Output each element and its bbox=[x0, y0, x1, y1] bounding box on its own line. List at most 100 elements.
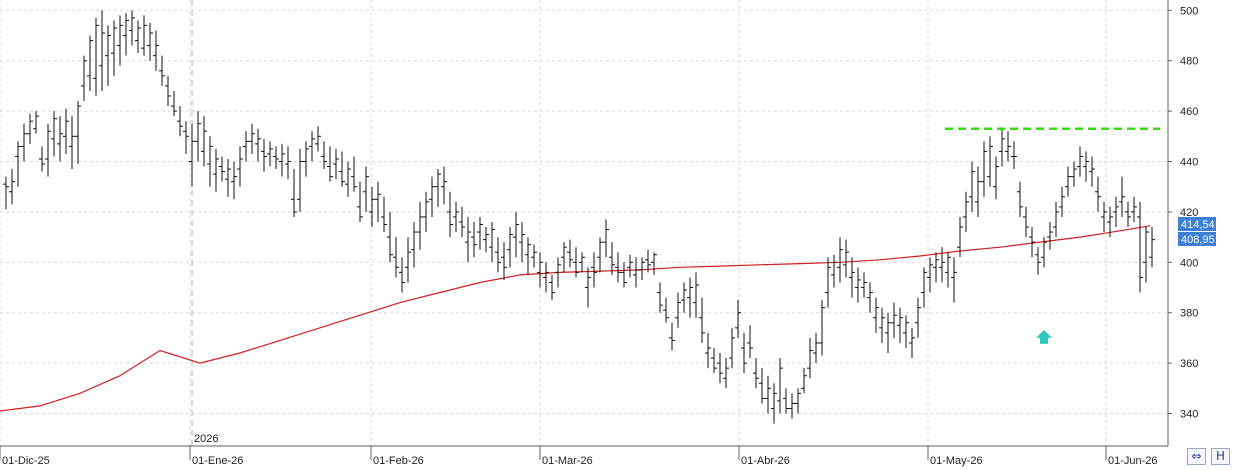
y-tick-label: 460 bbox=[1180, 106, 1198, 118]
ohlc-bar bbox=[783, 388, 789, 414]
moving-average-line bbox=[0, 225, 1151, 412]
ohlc-bar bbox=[1041, 237, 1047, 268]
ohlc-bar bbox=[87, 35, 93, 91]
ohlc-bar bbox=[717, 353, 723, 384]
ohlc-bar bbox=[429, 176, 435, 217]
ohlc-bar bbox=[93, 17, 99, 96]
ohlc-bar bbox=[561, 242, 567, 273]
ohlc-bar bbox=[69, 116, 75, 170]
ohlc-bar bbox=[1053, 201, 1059, 238]
ohlc-bar bbox=[765, 375, 771, 414]
ohlc-bar bbox=[753, 358, 759, 389]
ohlc-bars bbox=[3, 10, 1155, 424]
ohlc-bar bbox=[363, 166, 369, 212]
ohlc-bar bbox=[1131, 196, 1137, 222]
ohlc-bar bbox=[921, 267, 927, 308]
x-tick-label: 01-Ene-26 bbox=[192, 455, 243, 467]
ohlc-bar bbox=[231, 161, 237, 200]
ohlc-bar bbox=[297, 148, 303, 212]
ohlc-bar bbox=[945, 252, 951, 288]
ohlc-bar bbox=[1149, 227, 1155, 268]
y-tick-label: 420 bbox=[1180, 207, 1198, 219]
ohlc-bar bbox=[15, 141, 21, 187]
ohlc-bar bbox=[897, 307, 903, 343]
ohlc-bar bbox=[267, 141, 273, 167]
ohlc-bar bbox=[135, 20, 141, 54]
ohlc-bar bbox=[183, 121, 189, 154]
ohlc-bar bbox=[225, 158, 231, 197]
ohlc-bar bbox=[117, 15, 123, 66]
ohlc-bar bbox=[195, 111, 201, 162]
ohlc-bar bbox=[357, 181, 363, 222]
ohlc-bar bbox=[789, 393, 795, 419]
ohlc-bar bbox=[141, 15, 147, 56]
x-tick-label: 01-Abr-26 bbox=[741, 455, 790, 467]
reset-view-button[interactable]: H bbox=[1211, 448, 1230, 465]
y-tick-label: 480 bbox=[1180, 56, 1198, 68]
ohlc-bar bbox=[813, 332, 819, 364]
ohlc-bar bbox=[51, 111, 57, 157]
ohlc-bar bbox=[951, 257, 957, 303]
ohlc-bar bbox=[1005, 131, 1011, 162]
y-tick-label: 340 bbox=[1180, 409, 1198, 421]
ohlc-bar bbox=[489, 221, 495, 263]
ohlc-bar bbox=[3, 176, 9, 210]
ohlc-bar bbox=[111, 20, 117, 76]
ohlc-bar bbox=[303, 141, 309, 177]
ohlc-bar bbox=[1095, 176, 1101, 212]
ohlc-bar bbox=[1083, 151, 1089, 182]
ohlc-bar bbox=[213, 148, 219, 192]
ohlc-bar bbox=[603, 219, 609, 258]
ohlc-bar bbox=[879, 307, 885, 343]
ohlc-bar bbox=[855, 267, 861, 303]
ohlc-bar bbox=[819, 300, 825, 356]
fit-width-button[interactable]: ⇔ bbox=[1187, 448, 1206, 465]
ohlc-bar bbox=[495, 237, 501, 273]
ohlc-bar bbox=[849, 257, 855, 298]
ohlc-bar bbox=[651, 252, 657, 275]
x-tick-label: 01-Feb-26 bbox=[373, 455, 424, 467]
ma-value-label-text: 414,54 bbox=[1181, 219, 1215, 231]
ohlc-bar bbox=[759, 368, 765, 404]
ohlc-bar bbox=[1125, 201, 1131, 228]
ohlc-bar bbox=[291, 169, 297, 217]
x-tick-label: 01-Jun-26 bbox=[1108, 455, 1158, 467]
ohlc-bar bbox=[633, 257, 639, 288]
ohlc-bar bbox=[21, 123, 27, 162]
ohlc-bar bbox=[657, 282, 663, 313]
grid-lines bbox=[0, 0, 1168, 446]
ohlc-bar bbox=[837, 237, 843, 283]
ohlc-bar bbox=[963, 191, 969, 233]
ohlc-bar bbox=[243, 131, 249, 162]
moving-average-layer bbox=[0, 225, 1151, 412]
ohlc-bar bbox=[711, 347, 717, 374]
ohlc-bar bbox=[1113, 196, 1119, 228]
ohlc-bar bbox=[609, 242, 615, 275]
ohlc-bar bbox=[255, 128, 261, 162]
ohlc-bar bbox=[45, 123, 51, 177]
ohlc-bar bbox=[831, 254, 837, 288]
ohlc-bar bbox=[939, 247, 945, 283]
ohlc-bar bbox=[615, 252, 621, 283]
ohlc-bar bbox=[1065, 166, 1071, 197]
ohlc-bar bbox=[1107, 206, 1113, 238]
y-axis: 340 360 380 400 420 440 460 480 500 bbox=[1168, 5, 1198, 421]
ohlc-bar bbox=[543, 262, 549, 293]
ohlc-bar bbox=[207, 136, 213, 187]
last-price-label-text: 408,95 bbox=[1181, 234, 1215, 246]
ohlc-bar bbox=[747, 325, 753, 359]
ohlc-bar bbox=[237, 146, 243, 187]
ohlc-bar bbox=[75, 101, 81, 165]
ohlc-bar bbox=[1047, 221, 1053, 250]
ohlc-bar bbox=[453, 201, 459, 233]
ohlc-bar bbox=[915, 297, 921, 338]
ohlc-bar bbox=[201, 116, 207, 167]
ohlc-bar bbox=[1143, 227, 1149, 283]
ohlc-bar bbox=[957, 216, 963, 258]
ohlc-bar bbox=[843, 239, 849, 278]
ohlc-bar bbox=[891, 302, 897, 338]
ohlc-bar bbox=[867, 282, 873, 313]
ohlc-bar bbox=[483, 227, 489, 253]
ohlc-bar bbox=[273, 146, 279, 170]
